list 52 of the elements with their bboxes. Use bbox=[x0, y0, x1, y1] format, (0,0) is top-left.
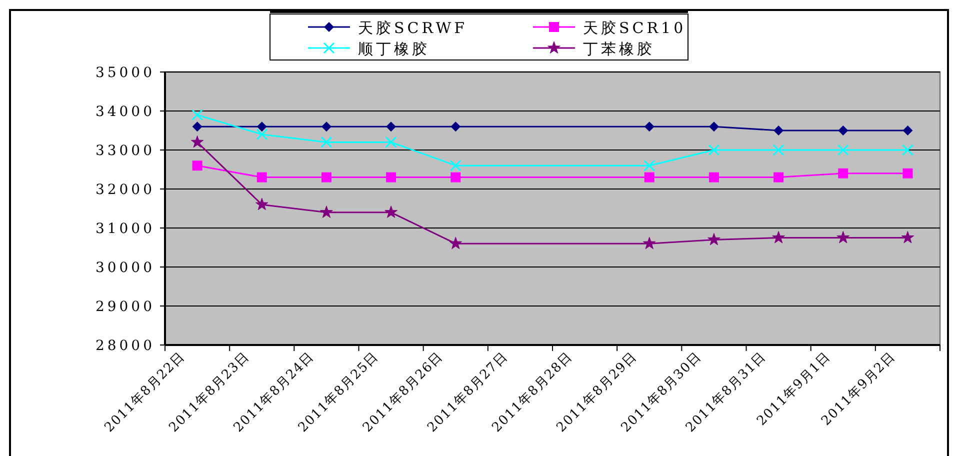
point bbox=[449, 236, 462, 250]
point bbox=[902, 168, 913, 178]
point bbox=[256, 172, 267, 182]
y-tick-label: 33000 bbox=[95, 143, 155, 159]
point bbox=[644, 122, 654, 132]
y-tick-label: 31000 bbox=[95, 221, 155, 237]
point bbox=[190, 135, 204, 148]
point bbox=[192, 122, 202, 132]
point bbox=[708, 122, 719, 132]
point bbox=[450, 122, 461, 132]
y-tick-label: 35000 bbox=[95, 65, 155, 81]
point bbox=[901, 231, 914, 244]
point bbox=[255, 198, 268, 210]
point bbox=[385, 136, 397, 148]
point bbox=[836, 231, 850, 244]
y-tick-label: 29000 bbox=[95, 299, 155, 315]
point bbox=[642, 236, 656, 250]
point bbox=[384, 206, 398, 218]
y-tick-label: 30000 bbox=[95, 260, 155, 276]
point bbox=[192, 109, 204, 121]
point bbox=[644, 160, 656, 172]
point bbox=[838, 168, 848, 178]
point bbox=[708, 172, 719, 182]
point bbox=[708, 144, 720, 156]
point bbox=[772, 231, 785, 244]
legend-label: 顺丁橡胶 bbox=[358, 40, 430, 58]
point bbox=[192, 160, 202, 171]
y-tick-label: 34000 bbox=[95, 104, 155, 120]
point bbox=[902, 144, 914, 156]
point bbox=[450, 172, 461, 182]
point bbox=[256, 122, 267, 132]
point bbox=[321, 122, 332, 132]
legend-label: 天胶SCR10 bbox=[583, 19, 686, 37]
point bbox=[450, 160, 462, 172]
point bbox=[256, 128, 268, 140]
y-tick-label: 28000 bbox=[95, 338, 155, 354]
point bbox=[320, 136, 332, 148]
point bbox=[320, 206, 333, 218]
y-tick-label: 32000 bbox=[95, 182, 155, 198]
point bbox=[774, 126, 784, 136]
point bbox=[772, 144, 784, 156]
point bbox=[386, 122, 396, 132]
point bbox=[321, 172, 332, 182]
point bbox=[838, 126, 848, 136]
point bbox=[708, 232, 720, 246]
legend-label: 丁苯橡胶 bbox=[583, 40, 655, 58]
point bbox=[902, 126, 913, 136]
point bbox=[837, 144, 849, 156]
point bbox=[774, 172, 784, 182]
point bbox=[386, 172, 396, 182]
legend-label: 天胶SCRWF bbox=[358, 19, 468, 37]
point bbox=[644, 172, 654, 182]
